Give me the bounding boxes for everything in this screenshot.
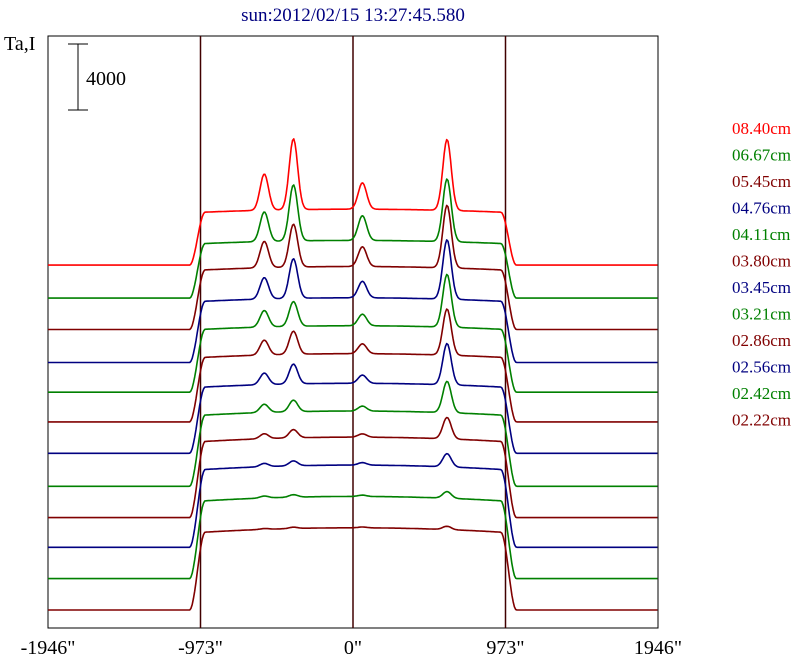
limb-lines: [199, 36, 507, 628]
series-line-03.21cm: [48, 380, 658, 488]
series-line-08.40cm: [48, 138, 658, 266]
chart-title: sun:2012/02/15 13:27:45.580: [241, 5, 465, 26]
legend-entry-08.40cm: 08.40cm: [732, 119, 791, 138]
legend-entry-02.22cm: 02.22cm: [732, 411, 791, 430]
series-line-02.56cm: [48, 452, 658, 549]
legend-entry-03.45cm: 03.45cm: [732, 278, 791, 297]
y-axis-label: Ta,I: [4, 33, 35, 55]
x-axis-ticks: -1946" -973" 0" 973" 1946": [21, 637, 683, 659]
legend-entry-02.56cm: 02.56cm: [732, 358, 791, 377]
x-tick-label-2: 0": [344, 637, 362, 659]
scale-bar: 4000: [68, 43, 126, 111]
series-line-04.76cm: [48, 239, 658, 364]
x-tick-label-0: -1946": [21, 637, 76, 659]
scale-bar-label: 4000: [86, 68, 126, 90]
series-line-02.22cm: [48, 525, 658, 611]
legend-entry-03.21cm: 03.21cm: [732, 305, 791, 324]
legend-entry-02.42cm: 02.42cm: [732, 384, 791, 403]
legend-entry-02.86cm: 02.86cm: [732, 331, 791, 350]
x-tick-label-4: 1946": [634, 637, 682, 659]
legend-entry-04.76cm: 04.76cm: [732, 199, 791, 218]
series-line-04.11cm: [48, 273, 658, 394]
series-line-02.86cm: [48, 416, 658, 519]
series-line-03.45cm: [48, 342, 658, 455]
x-tick-label-1: -973": [178, 637, 223, 659]
legend: 08.40cm 06.67cm 05.45cm 04.76cm 04.11cm 03.80…: [732, 119, 791, 430]
legend-entry-06.67cm: 06.67cm: [732, 146, 791, 165]
series-line-05.45cm: [48, 204, 658, 331]
series-line-03.80cm: [48, 308, 658, 423]
legend-entry-05.45cm: 05.45cm: [732, 172, 791, 191]
series-group: [48, 138, 658, 611]
series-line-02.42cm: [48, 490, 658, 580]
legend-entry-04.11cm: 04.11cm: [732, 225, 790, 244]
series-line-06.67cm: [48, 178, 658, 299]
legend-entry-03.80cm: 03.80cm: [732, 252, 791, 271]
x-tick-label-3: 973": [486, 637, 524, 659]
